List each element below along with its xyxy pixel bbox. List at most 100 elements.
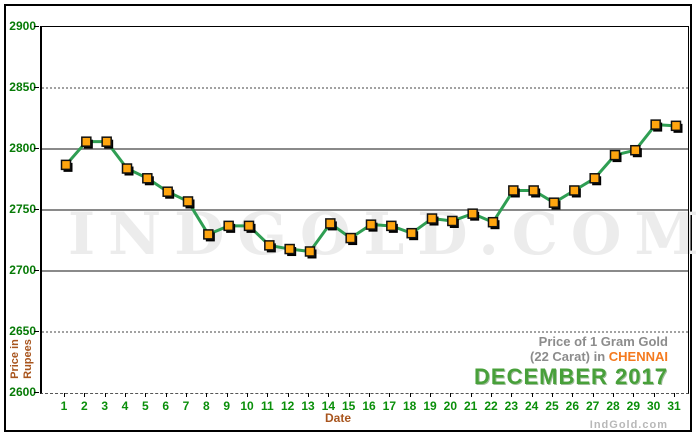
x-tick-mark-28 (613, 393, 614, 397)
x-tick-label-4: 4 (121, 399, 129, 413)
data-point-day-19 (426, 213, 438, 224)
x-tick-label-11: 11 (260, 399, 274, 413)
x-tick-mark-20 (450, 393, 452, 397)
title-line2-prefix: (22 Carat) in (530, 349, 609, 364)
x-tick-mark-16 (369, 393, 370, 397)
data-point-day-12 (284, 243, 295, 255)
x-tick-label-20: 20 (443, 399, 457, 413)
x-tick-label-25: 25 (545, 399, 559, 413)
x-tick-mark-18 (409, 393, 411, 397)
x-tick-mark-3 (104, 393, 106, 397)
x-tick-label-7: 7 (182, 399, 190, 413)
data-point-day-10 (243, 220, 255, 232)
x-tick-mark-7 (186, 393, 187, 397)
y-tick-mark-2800 (34, 148, 39, 149)
y-tick-label-2900: 2900 (9, 19, 36, 33)
data-point-day-6 (162, 186, 173, 197)
x-tick-label-16: 16 (362, 399, 376, 413)
data-point-day-25 (548, 197, 560, 208)
x-tick-mark-6 (165, 393, 167, 397)
y-tick-mark-2600 (34, 392, 39, 393)
data-point-day-26 (569, 185, 580, 196)
x-tick-label-2: 2 (80, 399, 88, 413)
data-point-day-30 (650, 119, 661, 130)
x-tick-label-19: 19 (423, 399, 437, 413)
data-point-day-9 (223, 220, 234, 232)
x-tick-mark-4 (125, 393, 126, 397)
x-tick-mark-27 (592, 393, 594, 397)
x-tick-mark-31 (674, 393, 675, 397)
x-tick-label-31: 31 (667, 399, 681, 413)
data-point-day-24 (528, 185, 539, 196)
title-line2: (22 Carat) in CHENNAI (474, 349, 668, 364)
line-chart (42, 87, 688, 333)
data-point-day-21 (467, 208, 478, 219)
x-tick-mark-10 (247, 393, 248, 397)
x-tick-label-27: 27 (585, 399, 600, 413)
y-tick-label-2700: 2700 (9, 263, 36, 277)
x-tick-label-5: 5 (141, 399, 149, 413)
x-tick-label-6: 6 (162, 399, 169, 413)
x-tick-mark-24 (531, 393, 533, 397)
x-tick-label-28: 28 (606, 399, 620, 413)
data-point-day-28 (609, 149, 621, 161)
y-tick-label-2850: 2850 (9, 80, 36, 94)
x-tick-mark-12 (287, 393, 289, 397)
data-point-day-8 (203, 229, 214, 240)
data-point-day-14 (325, 218, 336, 229)
data-point-day-4 (121, 163, 133, 174)
x-tick-label-1: 1 (60, 399, 68, 413)
x-tick-label-14: 14 (321, 399, 335, 413)
price-line (64, 123, 677, 253)
data-point-day-13 (304, 246, 316, 257)
data-point-day-27 (589, 173, 600, 184)
data-point-day-18 (406, 227, 417, 239)
data-point-day-11 (264, 240, 275, 251)
data-point-day-17 (386, 220, 397, 232)
x-tick-mark-25 (552, 393, 553, 397)
x-tick-label-18: 18 (402, 399, 417, 413)
data-point-day-23 (508, 185, 519, 196)
data-point-day-20 (447, 215, 458, 227)
y-tick-mark-2700 (34, 270, 39, 271)
x-tick-mark-13 (308, 393, 309, 397)
x-tick-mark-11 (267, 393, 269, 397)
y-tick-mark-2650 (34, 331, 39, 332)
x-tick-label-13: 13 (301, 399, 315, 413)
x-axis-title: Date (324, 411, 351, 425)
brand-footer: IndGold.com (589, 419, 668, 431)
x-tick-mark-2 (84, 393, 86, 397)
x-tick-mark-23 (511, 393, 513, 397)
y-tick-label-2650: 2650 (9, 324, 36, 338)
outer-border (4, 4, 692, 432)
plot-area (40, 26, 689, 394)
data-point-day-2 (81, 136, 92, 147)
data-point-day-15 (345, 232, 356, 244)
city-name: CHENNAI (608, 349, 668, 364)
x-tick-mark-21 (470, 393, 472, 397)
data-point-day-31 (670, 120, 682, 132)
y-tick-mark-2900 (34, 26, 39, 27)
x-tick-label-22: 22 (484, 399, 498, 413)
data-point-day-1 (60, 159, 72, 171)
x-tick-mark-17 (389, 393, 391, 397)
y-tick-label-2750: 2750 (9, 202, 36, 216)
x-tick-label-8: 8 (202, 399, 210, 413)
x-tick-label-17: 17 (382, 399, 396, 413)
title-line1: Price of 1 Gram Gold (538, 334, 668, 349)
x-tick-label-12: 12 (280, 399, 295, 413)
y-tick-mark-2850 (34, 87, 39, 88)
data-point-day-3 (101, 136, 112, 147)
y-tick-mark-2750 (34, 209, 39, 210)
x-tick-mark-14 (328, 393, 330, 397)
x-tick-label-3: 3 (101, 399, 108, 413)
x-tick-label-9: 9 (223, 399, 230, 413)
x-tick-label-26: 26 (565, 399, 579, 413)
data-point-day-7 (182, 196, 194, 207)
data-point-day-29 (630, 144, 641, 156)
watermark: INDGOLD.COM (68, 200, 700, 268)
x-tick-label-23: 23 (504, 399, 518, 413)
y-tick-label-2800: 2800 (9, 141, 36, 155)
x-tick-mark-1 (64, 393, 65, 397)
x-tick-label-29: 29 (626, 399, 640, 413)
